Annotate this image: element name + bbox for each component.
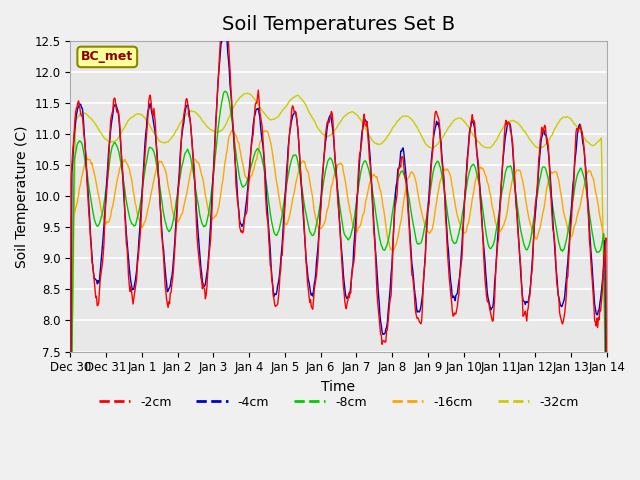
Title: Soil Temperatures Set B: Soil Temperatures Set B: [222, 15, 455, 34]
X-axis label: Time: Time: [321, 380, 355, 394]
Text: BC_met: BC_met: [81, 50, 133, 63]
Y-axis label: Soil Temperature (C): Soil Temperature (C): [15, 125, 29, 267]
Legend: -2cm, -4cm, -8cm, -16cm, -32cm: -2cm, -4cm, -8cm, -16cm, -32cm: [93, 391, 583, 414]
